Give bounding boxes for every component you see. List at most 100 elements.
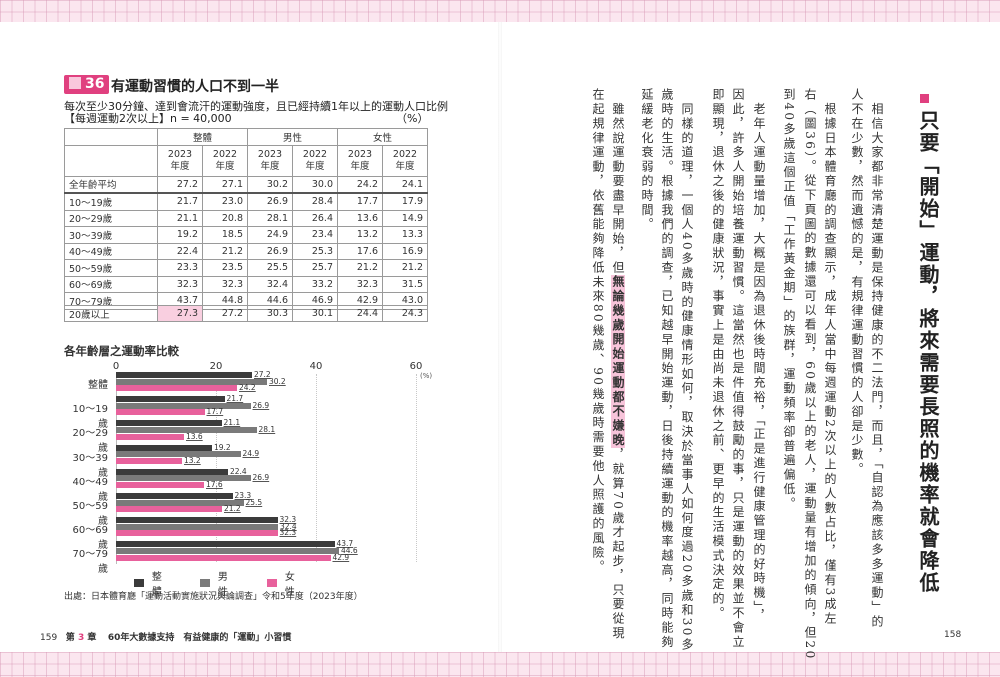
legend-swatch (200, 579, 210, 587)
text-column: 因此，許多人開始培養運動習慣。這當然也是件值得鼓勵的事，只是運動的效果並不會立 (731, 88, 745, 650)
cell: 14.9 (382, 209, 428, 227)
text-column: 老年人運動量增加，大概是因為退休後時間充裕，「正是進行健康管理的好時機」， (752, 88, 766, 624)
cell: 30.2 (247, 175, 293, 194)
table-row: 40～49歲 22.4 21.2 26.9 25.3 17.6 16.9 (64, 242, 428, 260)
legend-label: 男性 (217, 572, 228, 598)
cell: 18.5 (202, 226, 248, 244)
book-gutter (498, 22, 502, 652)
cell: 23.4 (292, 226, 338, 244)
category-label: 30～39歲 (72, 452, 108, 479)
cell: 17.7 (337, 192, 383, 211)
value-label: 30.2 (269, 376, 286, 386)
row-label: 60～69歲 (64, 275, 158, 293)
value-label: 19.2 (214, 442, 231, 452)
cell: 24.4 (337, 305, 383, 322)
bar-all (116, 493, 233, 499)
category-label: 10～19歲 (72, 404, 108, 431)
cell: 25.7 (292, 259, 338, 277)
group-header-female: 女性 (337, 128, 428, 146)
table-row-adult: 20歲以上 27.3 27.2 30.3 30.1 24.4 24.3 (64, 305, 428, 322)
gridline (216, 374, 217, 562)
legend-item-female: 女性 (267, 568, 299, 598)
bar-male (116, 427, 257, 433)
right-page-number: 158 (944, 630, 962, 640)
category-label: 60～69歲 (72, 525, 108, 552)
text-column: 右（圖36）。從下頁圖的數據還可以看到，60歲以上的老人，運動量有增加的傾向，但… (803, 88, 817, 661)
legend-item-all: 整體 (134, 568, 166, 598)
cell: 19.2 (157, 226, 203, 244)
table-corner-2 (64, 144, 158, 177)
cell: 21.2 (337, 259, 383, 277)
text-column: 人不在少數，然而遺憾的是，有規律運動習慣的人卻是少數。 (850, 88, 864, 477)
bar-male (116, 378, 267, 385)
cell: 27.2 (157, 175, 203, 194)
bar-female (116, 554, 331, 561)
bar-all (116, 444, 212, 451)
bar-all (116, 541, 335, 548)
chart-unit: (%) (420, 372, 433, 380)
figure-unit: （%） (396, 112, 429, 125)
exercise-rate-table: 整體 男性 女性 2023 年度 2022 年度 2023 年度 2022 年度 202… (64, 128, 428, 310)
table-row: 60～69歲 32.3 32.3 32.4 33.2 32.3 31.5 (64, 275, 428, 293)
cell: 32.4 (247, 275, 293, 293)
value-label: 23.3 (234, 491, 252, 500)
chapter-title: 60年大數據支持 有益健康的「運動」小習慣 (107, 633, 292, 643)
chapter-number: 3 (77, 633, 85, 643)
chart-title: 各年齡層之運動率比較 (64, 344, 179, 358)
cell: 30.0 (292, 175, 338, 194)
left-page-footer: 159 第 3 章 60年大數據支持 有益健康的「運動」小習慣 (40, 630, 291, 643)
cell: 26.9 (247, 242, 293, 260)
table-corner (64, 128, 158, 146)
bar-female (116, 433, 184, 440)
bar-male (116, 548, 339, 554)
y-axis (116, 372, 117, 564)
x-tick-label: 0 (112, 361, 120, 372)
text-column: 同樣的道理，一個人40多歲時的健康情形如何，取決於當事人如何度過20多歲和30多 (680, 88, 694, 653)
cell: 30.3 (247, 305, 293, 322)
group-header-all: 整體 (157, 128, 248, 146)
table-row: 20～29歲 21.1 20.8 28.1 26.4 13.6 14.9 (64, 209, 428, 227)
heading-square-icon (920, 94, 929, 103)
cell: 22.4 (157, 242, 203, 260)
value-label: 25.5 (245, 497, 263, 507)
legend-swatch (134, 579, 144, 587)
table-row: 全年齡平均 27.2 27.1 30.2 30.0 24.2 24.1 (64, 175, 428, 194)
text-column: 歲時的生活。根據我們的調查，已知越早開始運動，日後持續運動的機率越高，同時能夠 (660, 88, 674, 650)
bar-all (116, 396, 225, 403)
chapter-suffix: 章 (87, 633, 97, 643)
legend-label: 整體 (151, 572, 162, 598)
text-column: 即顯現，退休之後的健康狀況，事實上是由尚未退休之前、更早的生活模式決定的。 (711, 88, 725, 621)
text-column: 根據日本體育廳的調查顯示，成年人當中每週運動2次以上的人數占比，僅有3成左 (823, 88, 837, 627)
cell: 28.1 (247, 209, 293, 227)
value-label: 26.9 (252, 473, 270, 483)
bar-female (116, 457, 182, 464)
cell: 13.3 (382, 226, 428, 244)
table-row: 10～19歲 21.7 23.0 26.9 28.4 17.7 17.9 (64, 192, 428, 211)
cell: 27.2 (202, 305, 248, 322)
year-header: 2023 年度 (337, 144, 383, 177)
cell: 32.3 (202, 275, 248, 293)
highlighted-text: 無論幾歲開始運動都不嫌晚 (611, 275, 625, 449)
figure-subtitle: 每次至少30分鐘、達到會流汗的運動強度，且已經持續1年以上的運動人口比例 (64, 100, 448, 113)
cell: 16.9 (382, 242, 428, 260)
figure-subtitle-2: 【每週運動2次以上】n = 40,000 (64, 112, 232, 125)
text-segment: 雖然說運動要盡早開始，但 (611, 88, 625, 276)
bar-female (116, 506, 222, 513)
text-column: 雖然說運動要盡早開始，但無論幾歲開始運動都不嫌晚，就算70歲才起步，只要從現 (611, 88, 625, 641)
text-column: 延緩老化衰弱的時間。 (640, 88, 654, 232)
value-label: 21.2 (224, 504, 241, 514)
cell: 32.3 (157, 275, 203, 293)
bar-all (116, 372, 252, 378)
cell: 31.5 (382, 275, 428, 293)
table-row: 30～39歲 19.2 18.5 24.9 23.4 13.2 13.3 (64, 226, 428, 244)
bar-all (116, 517, 278, 524)
row-label: 20～29歲 (64, 209, 158, 227)
year-header: 2023 年度 (247, 144, 293, 177)
legend-item-male: 男性 (200, 568, 232, 598)
value-label: 22.4 (230, 466, 247, 476)
cell: 23.5 (202, 259, 248, 277)
chapter-prefix: 第 (65, 633, 75, 643)
value-label: 21.1 (223, 418, 241, 428)
category-label: 50～59歲 (72, 501, 108, 527)
value-label: 32.3 (279, 515, 297, 525)
